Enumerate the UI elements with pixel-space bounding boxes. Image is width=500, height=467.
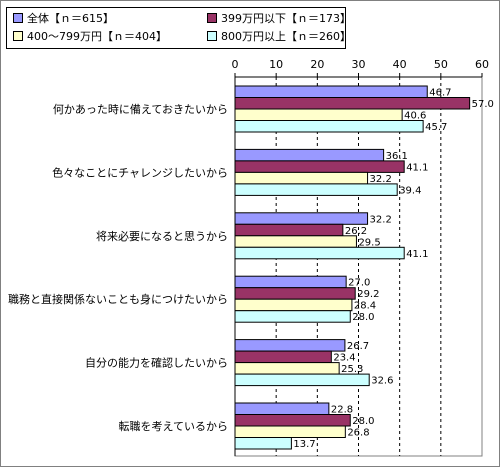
x-tick-label-30: 30 [352, 58, 366, 71]
data-label-2-3: 41.1 [406, 249, 428, 260]
data-label-0-1: 57.0 [472, 99, 494, 110]
legend-item-series-0: 全体【ｎ＝615】 [13, 12, 114, 26]
category-label-5: 転職を考えているから [119, 420, 228, 433]
legend-swatch-0 [13, 13, 23, 23]
data-label-5-3: 13.7 [293, 439, 315, 450]
category-label-1: 色々なことにチャレンジしたいから [52, 165, 228, 179]
legend-swatch-1 [207, 13, 217, 23]
x-tick-label-50: 50 [434, 58, 448, 71]
bar-3-0 [234, 275, 347, 289]
bar-1-1 [234, 160, 405, 173]
bar-0-2 [234, 108, 403, 121]
bar-4-2 [234, 362, 340, 375]
data-label-2-0: 32.2 [370, 214, 392, 225]
legend-label-0: 全体【ｎ＝615】 [27, 12, 114, 25]
data-label-4-3: 32.6 [371, 376, 393, 387]
bar-2-0 [234, 212, 369, 225]
data-label-5-0: 22.8 [331, 405, 353, 416]
x-tick-label-60: 60 [475, 58, 489, 71]
data-label-4-2: 25.3 [341, 364, 363, 375]
data-label-3-0: 27.0 [348, 278, 370, 289]
bar-0-0 [234, 85, 428, 98]
data-label-2-2: 29.5 [358, 237, 380, 248]
data-label-4-0: 26.7 [347, 341, 369, 352]
bar-4-1 [234, 350, 332, 364]
bar-3-1 [234, 287, 356, 300]
x-tick-label-10: 10 [269, 58, 283, 71]
plot-area [234, 76, 483, 457]
bar-4-3 [234, 373, 370, 387]
category-label-4: 自分の能力を確認したいから [85, 356, 228, 370]
chart-legend: 全体【ｎ＝615】 399万円以下【ｎ＝173】 400～799万円【ｎ＝404… [6, 7, 351, 49]
bar-0-1 [234, 97, 471, 110]
data-label-5-1: 28.0 [352, 416, 374, 427]
data-label-5-2: 26.8 [347, 428, 369, 439]
data-label-0-3: 45.7 [425, 122, 447, 133]
bar-5-2 [234, 425, 346, 438]
bar-2-2 [234, 235, 357, 248]
legend-item-series-1: 399万円以下【ｎ＝173】 [207, 12, 351, 26]
data-label-1-2: 32.2 [370, 174, 392, 185]
bar-2-3 [234, 246, 405, 260]
legend-swatch-3 [207, 31, 217, 41]
bar-3-3 [234, 310, 351, 323]
legend-label-2: 400～799万円【ｎ＝404】 [27, 30, 167, 43]
bar-2-1 [234, 223, 344, 237]
data-label-4-1: 23.4 [333, 353, 355, 364]
bar-4-0 [234, 339, 346, 352]
data-label-1-1: 41.1 [406, 162, 428, 173]
data-label-3-1: 29.2 [357, 289, 379, 300]
x-tick-label-20: 20 [310, 58, 324, 71]
legend-label-1: 399万円以下【ｎ＝173】 [221, 12, 351, 25]
bar-1-0 [234, 148, 385, 162]
x-tick-label-40: 40 [393, 58, 407, 71]
bar-1-3 [234, 183, 398, 196]
data-label-2-1: 26.2 [345, 226, 367, 237]
data-label-0-0: 46.7 [429, 88, 451, 99]
bar-1-2 [234, 171, 369, 185]
legend-item-series-2: 400～799万円【ｎ＝404】 [13, 30, 167, 44]
data-label-0-2: 40.6 [404, 111, 426, 122]
bar-0-3 [234, 120, 424, 133]
legend-label-3: 800万円以上【ｎ＝260】 [221, 30, 351, 43]
data-label-1-3: 39.4 [399, 185, 421, 196]
legend-item-series-3: 800万円以上【ｎ＝260】 [207, 30, 351, 44]
bar-5-0 [234, 402, 330, 415]
x-tick-label-0: 0 [232, 58, 239, 71]
legend-swatch-2 [13, 31, 23, 41]
bar-5-1 [234, 414, 351, 427]
category-label-0: 何かあった時に備えておきたいから [53, 103, 228, 116]
data-label-3-3: 28.0 [352, 312, 374, 323]
category-label-2: 将来必要になると思うから [96, 230, 228, 243]
bar-3-2 [234, 298, 353, 312]
bar-5-3 [234, 437, 292, 450]
data-label-3-2: 28.4 [354, 301, 376, 312]
category-label-3: 職務と直接関係ないことも身につけたいから [8, 292, 228, 306]
data-label-1-0: 36.1 [386, 151, 408, 162]
